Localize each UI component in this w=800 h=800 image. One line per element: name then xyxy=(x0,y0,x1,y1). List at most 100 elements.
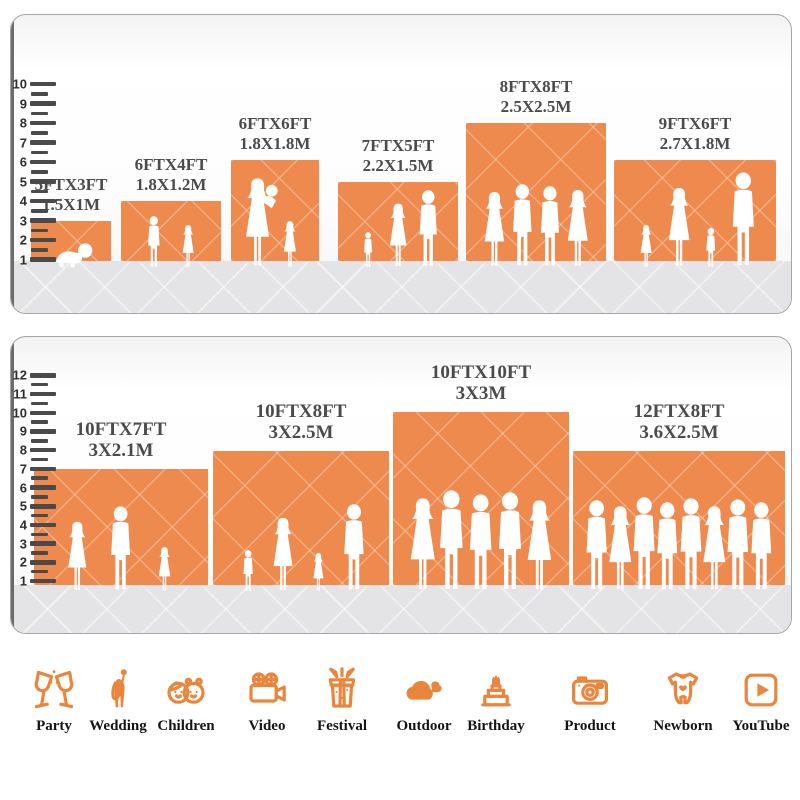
person-silhouette xyxy=(493,492,527,592)
ruler-tick-label: 10 xyxy=(12,405,27,421)
ruler-minor-tick xyxy=(31,131,48,135)
studio-floor xyxy=(11,261,791,313)
backdrop-6ftx6ft xyxy=(231,160,319,267)
ruler-minor-tick xyxy=(31,551,48,555)
ruler-tick xyxy=(30,159,56,165)
ruler-minor-tick xyxy=(31,150,48,155)
backdrop-size-label: 10FTX10FT 3X3M xyxy=(431,362,531,405)
person-silhouette xyxy=(434,490,469,592)
backdrop-8ftx8ft xyxy=(466,123,606,266)
ruler-tick xyxy=(30,504,56,509)
size-chart-panel-large: 10FTX7FT 3X2.1M 10FTX8FT 3X2.5M 10FTX10FT 3X3… xyxy=(10,336,792,634)
category-label: Birthday xyxy=(467,718,525,734)
wedding-icon xyxy=(68,666,168,714)
person-silhouette xyxy=(746,502,777,592)
backdrop-size-ft-label: 12FTX8FT xyxy=(633,400,725,422)
ruler-tick-label: 3 xyxy=(19,536,27,552)
ruler-minor-tick xyxy=(31,401,48,406)
ruler-tick-label: 2 xyxy=(19,232,27,248)
person-silhouette xyxy=(386,202,410,268)
person-silhouette xyxy=(581,500,612,592)
person-silhouette xyxy=(604,504,637,592)
backdrop-size-ft-label: 10FTX8FT xyxy=(255,400,347,422)
category-label: Newborn xyxy=(653,718,713,734)
ruler-minor-tick xyxy=(31,189,48,194)
ruler-tick xyxy=(30,120,56,126)
ruler-tick xyxy=(30,560,56,565)
person-silhouette xyxy=(180,224,196,268)
ruler-minor-tick xyxy=(31,248,48,252)
party-icon xyxy=(4,666,104,714)
ruler-tick xyxy=(30,410,56,415)
person-silhouette xyxy=(727,172,760,268)
ruler-tick xyxy=(30,429,56,434)
ruler-tick-label: 2 xyxy=(19,554,27,570)
backdrop-size-label: 8FTX8FT 2.5X2.5M xyxy=(500,77,573,116)
person-silhouette xyxy=(536,186,564,268)
person-silhouette xyxy=(415,190,442,268)
festival-icon xyxy=(292,666,392,714)
ruler-tick xyxy=(30,541,56,546)
ruler-tick-label: 3 xyxy=(19,213,27,228)
ruler-tick-label: 7 xyxy=(19,135,27,150)
backdrop-size-m-label: 3X2.5M xyxy=(268,422,334,444)
backdrop-6ftx4ft xyxy=(121,201,221,267)
backdrop-size-m-label: 2.2X1.5M xyxy=(362,155,434,175)
ruler-tick xyxy=(30,81,56,87)
category-label: Product xyxy=(564,718,616,734)
ruler-tick xyxy=(30,578,56,584)
ruler-tick xyxy=(30,373,56,378)
category-wedding: Wedding xyxy=(68,666,168,735)
newborn-icon xyxy=(633,666,733,714)
person-silhouette xyxy=(628,497,660,592)
ruler-tick xyxy=(30,447,56,453)
studio-floor xyxy=(11,585,791,633)
backdrop-size-m-label: 2.5X2.5M xyxy=(500,96,572,116)
ruler-tick-label: 9 xyxy=(19,96,27,111)
ruler-tick-label: 5 xyxy=(19,498,27,514)
ruler-minor-tick xyxy=(31,382,48,387)
ruler-tick-label: 8 xyxy=(19,115,27,131)
ruler-spine xyxy=(11,15,14,313)
person-silhouette xyxy=(145,216,163,268)
backdrop-9ftx6ft xyxy=(614,160,776,267)
category-birthday: Birthday xyxy=(446,666,546,735)
backdrop-size-ft-label: 7FTX5FT xyxy=(361,136,435,156)
backdrop-size-ft-label: 6FTX6FT xyxy=(238,114,312,134)
backdrop-size-ft-label: 10FTX10FT xyxy=(430,361,532,383)
category-label: YouTube xyxy=(732,718,790,734)
ruler-minor-tick xyxy=(31,228,48,233)
ruler-tick-label: 7 xyxy=(19,461,27,477)
category-label: Outdoor xyxy=(396,718,452,734)
ruler-tick-label: 6 xyxy=(19,480,27,495)
backdrop-size-ft-label: 10FTX7FT xyxy=(75,418,167,440)
ruler-tick-label: 1 xyxy=(19,573,27,589)
person-silhouette xyxy=(156,546,173,592)
person-silhouette xyxy=(64,520,91,592)
backdrop-size-label: 10FTX7FT 3X2.1M xyxy=(76,419,167,462)
ruler-tick-label: 8 xyxy=(19,442,27,458)
category-label: Wedding xyxy=(89,718,147,734)
ruler-tick-label: 9 xyxy=(19,423,27,439)
backdrop-size-ft-label: 8FTX8FT xyxy=(499,77,573,97)
person-silhouette xyxy=(652,502,683,592)
ruler-tick-label: 4 xyxy=(19,517,27,533)
backdrop-size-label: 6FTX6FT 1.8X1.8M xyxy=(239,114,312,153)
person-silhouette xyxy=(405,496,441,592)
category-outdoor: Outdoor xyxy=(374,666,474,735)
ruler-tick-label: 11 xyxy=(13,386,27,402)
person-silhouette xyxy=(675,498,707,592)
ruler-tick-label: 1 xyxy=(19,252,27,267)
ruler-tick xyxy=(30,257,56,262)
youtube-icon xyxy=(711,666,800,714)
ruler-minor-tick xyxy=(31,513,48,518)
ruler-tick xyxy=(30,179,56,184)
person-silhouette xyxy=(508,184,537,268)
children-icon xyxy=(136,666,236,714)
backdrop-10ftx7ft xyxy=(34,469,208,591)
ruler-tick-label: 6 xyxy=(19,154,27,170)
ruler-minor-tick xyxy=(31,92,48,96)
person-silhouette xyxy=(480,190,509,268)
ruler-tick xyxy=(30,218,56,223)
